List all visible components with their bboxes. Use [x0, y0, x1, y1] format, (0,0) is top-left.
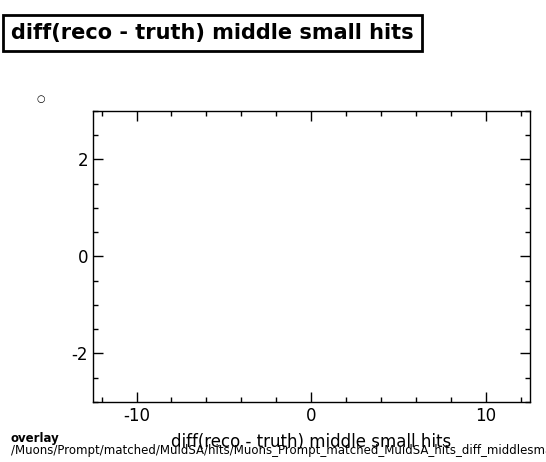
Text: ○: ○: [37, 94, 45, 104]
Text: diff(reco - truth) middle small hits: diff(reco - truth) middle small hits: [11, 23, 413, 43]
X-axis label: diff(reco - truth) middle small hits: diff(reco - truth) middle small hits: [171, 433, 452, 451]
Text: /Muons/Prompt/matched/MuidSA/hits/Muons_Prompt_matched_MuidSA_hits_diff_middlesm: /Muons/Prompt/matched/MuidSA/hits/Muons_…: [11, 444, 546, 457]
Text: overlay: overlay: [11, 432, 60, 445]
